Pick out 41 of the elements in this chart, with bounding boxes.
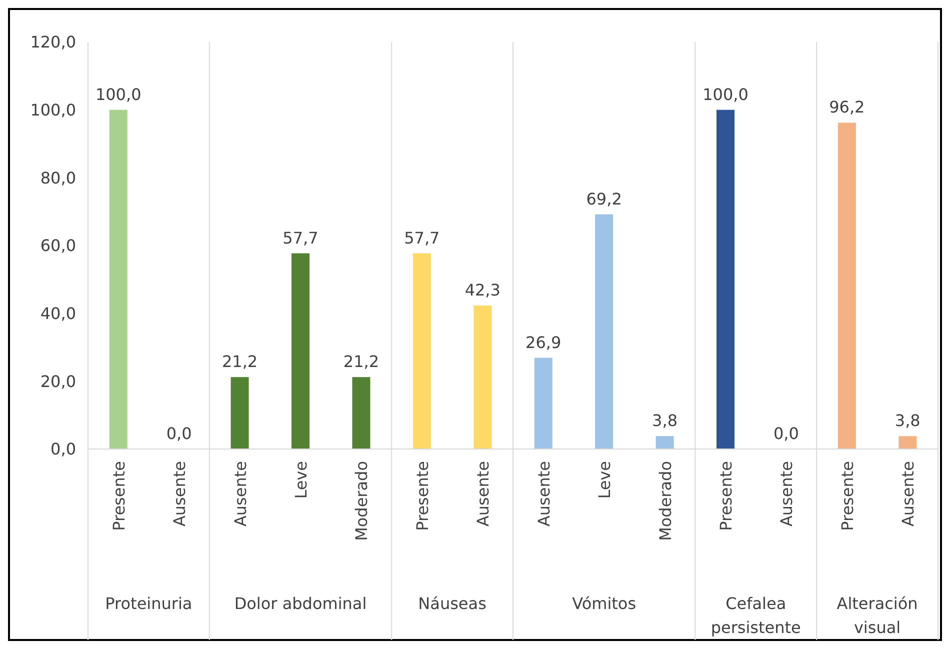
x-tick-label: Ausente [170, 461, 190, 527]
x-axis-title: Vómitos [572, 594, 636, 613]
y-tick-label: 120,0 [30, 32, 76, 52]
x-axis-title: Alteración visual [836, 594, 918, 637]
data-label: 3,8 [894, 411, 920, 430]
y-tick-label: 80,0 [40, 168, 76, 188]
x-tick-label: Leve [595, 461, 614, 499]
data-label: 21,2 [343, 352, 380, 372]
x-tick-label: Ausente [534, 461, 554, 527]
y-tick-label: 0,0 [50, 440, 76, 459]
data-label: 57,7 [282, 228, 318, 248]
x-tick-label: Ausente [230, 461, 250, 527]
data-label: 57,7 [404, 228, 440, 248]
y-tick-label: 20,0 [40, 372, 76, 391]
data-label: 69,2 [586, 189, 622, 208]
x-axis-title: Proteinuria [105, 594, 192, 613]
x-tick-label: Leve [292, 461, 310, 499]
x-axis-title: Náuseas [418, 594, 486, 613]
x-axis-title: Dolor abdominal [234, 594, 367, 613]
x-tick-label: Moderado [352, 461, 372, 541]
x-tick-label: Moderado [656, 461, 675, 541]
x-tick-label: Presente [838, 461, 857, 531]
data-label: 42,3 [464, 280, 500, 300]
x-tick-label: Presente [716, 461, 736, 531]
y-tick-label: 100,0 [30, 100, 76, 120]
data-label: 0,0 [773, 424, 799, 443]
x-tick-label: Presente [412, 461, 432, 531]
data-label: 100,0 [702, 84, 748, 104]
y-tick-label: 60,0 [40, 236, 76, 256]
data-label: 21,2 [222, 352, 258, 372]
data-label: 3,8 [652, 411, 678, 430]
x-tick-label: Ausente [777, 461, 796, 527]
data-label: 96,2 [829, 98, 865, 117]
x-tick-label: Ausente [474, 461, 493, 527]
x-tick-label: Ausente [898, 461, 918, 527]
data-label: 100,0 [95, 84, 142, 104]
x-tick-label: Presente [109, 461, 128, 531]
data-label: 26,9 [526, 332, 562, 352]
x-axis-title: Cefalea persistente [710, 594, 801, 637]
y-tick-label: 40,0 [40, 304, 76, 323]
data-label: 0,0 [166, 424, 192, 443]
